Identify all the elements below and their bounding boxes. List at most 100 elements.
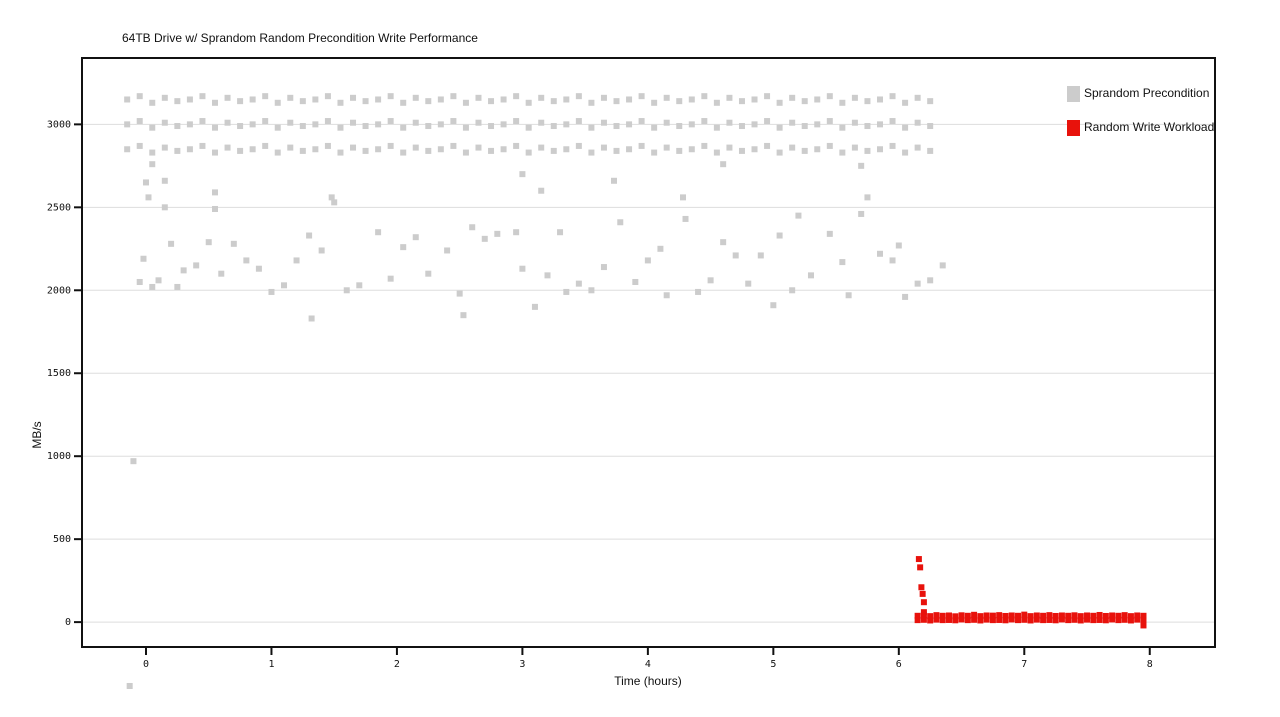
point — [575, 118, 582, 125]
point — [575, 93, 582, 100]
point — [915, 556, 922, 563]
point — [927, 617, 934, 624]
point — [462, 124, 469, 131]
point — [826, 230, 833, 237]
point — [375, 229, 382, 236]
point — [939, 612, 946, 619]
point — [293, 257, 300, 264]
point — [996, 612, 1003, 619]
point — [494, 230, 501, 237]
point — [475, 144, 482, 151]
point — [914, 617, 921, 624]
point — [519, 171, 526, 178]
point — [475, 119, 482, 126]
point — [312, 121, 319, 128]
point — [274, 99, 281, 106]
point — [914, 94, 921, 101]
point — [412, 119, 419, 126]
point — [462, 99, 469, 106]
point — [243, 257, 250, 264]
point — [600, 94, 607, 101]
point — [996, 616, 1003, 623]
point — [933, 616, 940, 623]
point — [140, 255, 147, 262]
point — [914, 612, 921, 619]
legend-label: Sprandom Precondition — [1084, 86, 1209, 100]
point — [676, 123, 683, 130]
point — [889, 142, 896, 149]
point — [450, 118, 457, 125]
point — [488, 123, 495, 130]
point — [1077, 613, 1084, 620]
x-tick-label: 3 — [519, 659, 525, 670]
point — [1021, 616, 1028, 623]
point — [199, 118, 206, 125]
point — [600, 119, 607, 126]
point — [751, 146, 758, 153]
point — [237, 98, 244, 105]
point — [224, 119, 231, 126]
point — [927, 123, 934, 130]
point — [1058, 612, 1065, 619]
point — [807, 272, 814, 279]
point — [550, 123, 557, 130]
point — [1033, 616, 1040, 623]
point — [1002, 612, 1009, 619]
point — [789, 94, 796, 101]
point — [563, 288, 570, 295]
point — [337, 149, 344, 156]
point — [745, 280, 752, 287]
point — [663, 94, 670, 101]
point — [651, 124, 658, 131]
point — [230, 240, 237, 247]
point — [350, 119, 357, 126]
point — [920, 599, 927, 606]
point — [481, 235, 488, 242]
point — [308, 315, 315, 322]
point — [701, 93, 708, 100]
point — [1090, 617, 1097, 624]
plot-frame — [81, 57, 1216, 648]
point — [895, 242, 902, 249]
point — [362, 123, 369, 130]
point — [726, 94, 733, 101]
point — [1096, 616, 1103, 623]
point — [918, 584, 925, 591]
point — [124, 146, 131, 153]
point — [362, 98, 369, 105]
point — [1040, 617, 1047, 624]
point — [387, 118, 394, 125]
point — [425, 270, 432, 277]
point — [362, 147, 369, 154]
point — [1109, 616, 1116, 623]
point — [186, 96, 193, 103]
point — [412, 144, 419, 151]
y-tick-label: 3000 — [47, 119, 71, 130]
point — [638, 118, 645, 125]
point — [663, 119, 670, 126]
point — [826, 118, 833, 125]
point — [688, 96, 695, 103]
point — [1121, 616, 1128, 623]
point — [149, 161, 156, 168]
point — [713, 149, 720, 156]
point — [1052, 612, 1059, 619]
point — [1033, 612, 1040, 619]
point — [695, 288, 702, 295]
point — [186, 146, 193, 153]
point — [312, 96, 319, 103]
point — [437, 146, 444, 153]
point — [299, 98, 306, 105]
point — [287, 119, 294, 126]
point — [1015, 617, 1022, 624]
point — [513, 142, 520, 149]
point — [726, 144, 733, 151]
point — [168, 240, 175, 247]
point — [161, 177, 168, 184]
point — [889, 118, 896, 125]
point — [375, 96, 382, 103]
point — [789, 287, 796, 294]
point — [851, 144, 858, 151]
point — [738, 123, 745, 130]
point — [927, 277, 934, 284]
